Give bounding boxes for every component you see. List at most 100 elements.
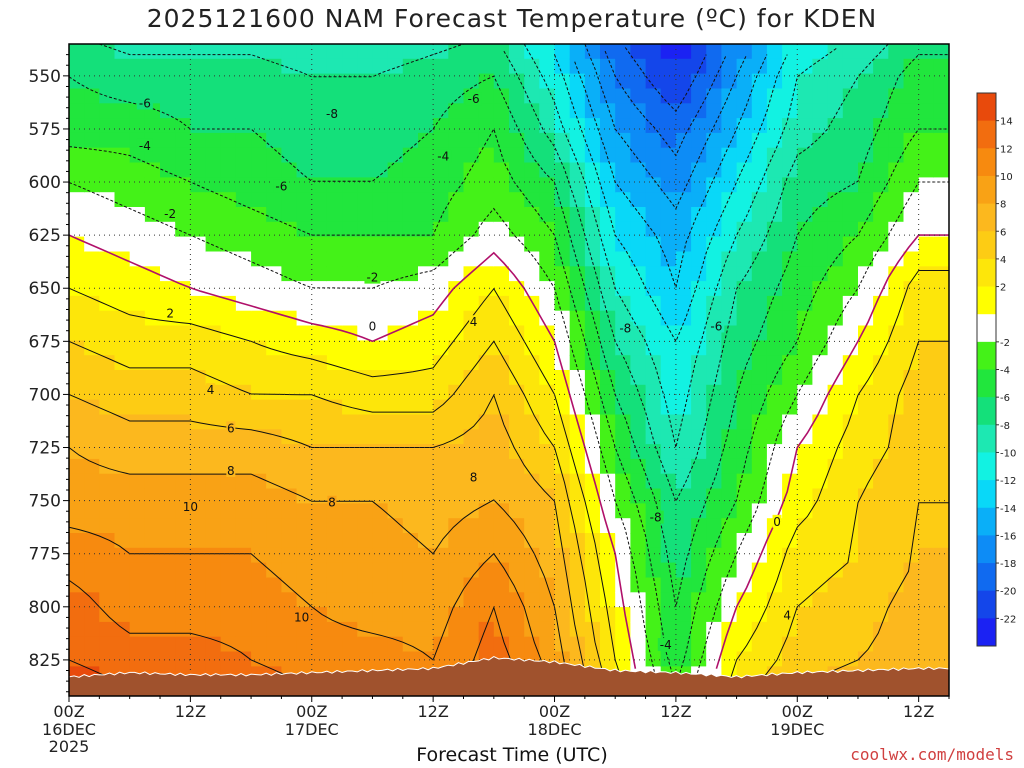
temperature-cell — [630, 251, 647, 268]
temperature-cell — [99, 636, 116, 653]
temperature-cell — [797, 562, 814, 579]
temperature-cell — [888, 592, 905, 608]
temperature-cell — [615, 281, 632, 297]
temperature-cell — [721, 295, 738, 312]
temperature-cell — [766, 473, 783, 490]
temperature-cell — [706, 207, 723, 223]
temperature-cell — [296, 44, 313, 60]
temperature-cell — [600, 118, 616, 134]
temperature-cell — [539, 88, 556, 105]
temperature-cell — [569, 651, 586, 668]
temperature-cell — [706, 340, 723, 356]
temperature-cell — [691, 207, 708, 223]
temperature-cell — [433, 488, 450, 505]
temperature-cell — [766, 58, 783, 75]
temperature-cell — [402, 221, 419, 238]
temperature-cell — [99, 132, 116, 149]
temperature-cell — [918, 562, 935, 579]
temperature-cell — [706, 221, 723, 238]
temperature-cell — [812, 355, 829, 371]
temperature-cell — [918, 340, 935, 356]
temperature-cell — [842, 236, 859, 253]
x-tick-date: 17DEC — [285, 720, 339, 739]
x-tick-label: 12Z — [660, 702, 691, 721]
temperature-cell — [827, 103, 844, 119]
temperature-cell — [858, 414, 874, 431]
temperature-cell — [478, 636, 495, 653]
temperature-cell — [782, 562, 799, 579]
temperature-cell — [129, 503, 146, 519]
temperature-cell — [569, 444, 586, 460]
temperature-cell — [114, 533, 131, 549]
temperature-cell — [751, 44, 768, 60]
temperature-cell — [554, 44, 571, 60]
temperature-cell — [402, 251, 419, 268]
temperature-cell — [645, 636, 662, 653]
temperature-cell — [69, 488, 85, 505]
temperature-cell — [448, 132, 465, 149]
temperature-cell — [84, 547, 101, 564]
temperature-cell — [797, 162, 814, 179]
contour-label-bg — [772, 514, 782, 528]
temperature-cell — [918, 399, 935, 416]
temperature-cell — [281, 503, 298, 519]
temperature-cell — [175, 592, 192, 608]
temperature-cell — [235, 607, 252, 623]
temperature-cell — [99, 103, 116, 119]
temperature-cell — [326, 147, 343, 164]
temperature-cell — [721, 458, 738, 475]
temperature-cell — [933, 340, 949, 356]
temperature-cell — [129, 340, 146, 356]
temperature-cell — [888, 118, 905, 134]
temperature-cell — [812, 132, 829, 149]
temperature-cell — [554, 281, 571, 297]
temperature-cell — [478, 192, 495, 208]
temperature-cell — [463, 636, 480, 653]
temperature-cell — [858, 370, 874, 386]
temperature-cell — [736, 310, 753, 327]
temperature-cell — [721, 58, 738, 75]
temperature-cell — [418, 162, 434, 179]
temperature-cell — [433, 266, 450, 282]
temperature-cell — [858, 340, 874, 356]
temperature-cell — [600, 162, 616, 179]
temperature-cell — [493, 518, 510, 534]
temperature-cell — [372, 88, 389, 105]
temperature-cell — [372, 73, 389, 90]
temperature-cell — [357, 192, 374, 208]
temperature-cell — [509, 192, 525, 208]
temperature-cell — [84, 192, 101, 208]
temperature-cell — [797, 384, 814, 401]
temperature-cell — [433, 399, 450, 416]
temperature-cell — [751, 651, 768, 668]
temperature-cell — [69, 547, 85, 564]
temperature-cell — [751, 177, 768, 193]
temperature-cell — [903, 132, 920, 149]
contour-label: 10 — [183, 500, 198, 514]
temperature-cell — [858, 621, 874, 638]
temperature-cell — [418, 547, 434, 564]
temperature-cell — [114, 310, 131, 327]
temperature-cell — [524, 577, 541, 594]
temperature-cell — [615, 607, 632, 623]
temperature-cell — [372, 488, 389, 505]
temperature-cell — [387, 295, 404, 312]
temperature-cell — [478, 58, 495, 75]
temperature-cell — [99, 207, 116, 223]
temperature-cell — [660, 562, 677, 579]
temperature-cell — [736, 547, 753, 564]
temperature-cell — [220, 473, 237, 490]
temperature-cell — [524, 518, 541, 534]
temperature-cell — [251, 636, 268, 653]
temperature-cell — [235, 503, 252, 519]
temperature-cell — [524, 444, 541, 460]
temperature-cell — [433, 118, 450, 134]
temperature-cell — [129, 533, 146, 549]
contour-label-bg — [469, 315, 479, 329]
temperature-cell — [660, 236, 677, 253]
temperature-cell — [873, 147, 890, 164]
temperature-cell — [266, 577, 283, 594]
temperature-cell — [888, 355, 905, 371]
temperature-cell — [721, 132, 738, 149]
temperature-cell — [858, 503, 874, 519]
